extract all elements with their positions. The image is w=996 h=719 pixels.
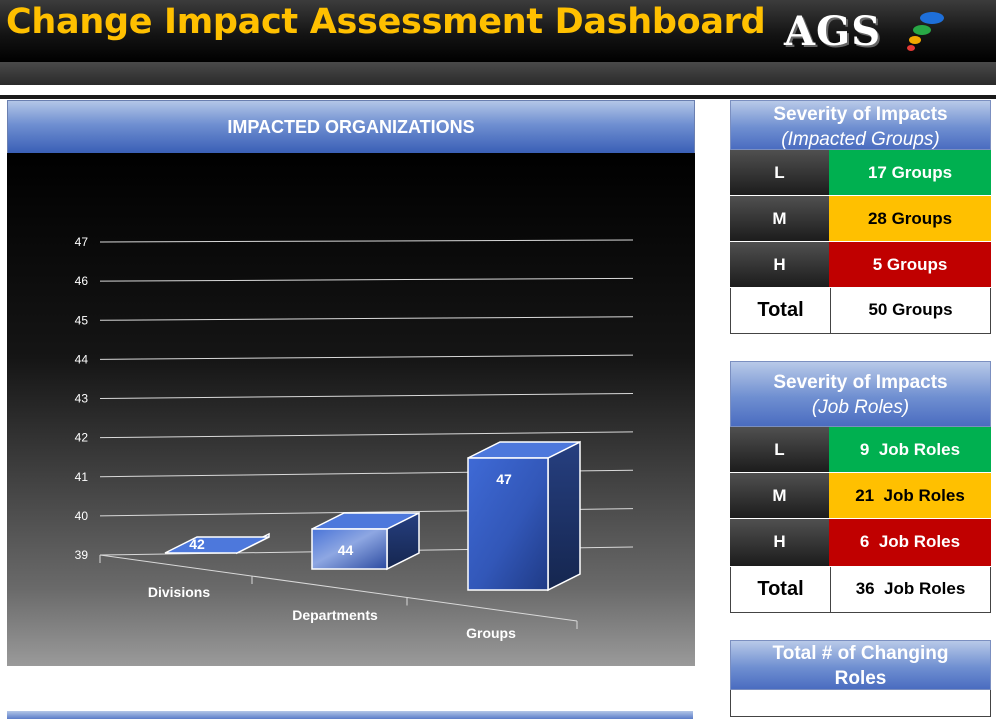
logo-dot-blue: [920, 12, 944, 24]
gridline: [99, 316, 634, 321]
severity-level-label: L: [730, 427, 829, 472]
severity-value: 21 Job Roles: [829, 473, 991, 518]
chart-svg: 39 40 41 42 43 44 45 46 47 42 Divisions 44 Departmen…: [75, 235, 634, 641]
bar: [467, 457, 549, 591]
severity-value: 28 Groups: [829, 196, 991, 241]
x-tick-label: Divisions: [148, 584, 210, 600]
gridline: [99, 393, 634, 399]
y-tick-label: 45: [75, 313, 89, 327]
header-subbar: [0, 62, 996, 85]
x-tick-label: Departments: [292, 607, 378, 623]
total-value: 50 Groups: [868, 300, 953, 319]
severity-level-label: H: [730, 242, 829, 287]
y-tick-label: 41: [75, 470, 89, 484]
y-tick-label: 47: [75, 235, 89, 249]
severity-roles-table: Severity of Impacts (Job Roles) L 9 Job …: [730, 361, 991, 613]
severity-value: 17 Groups: [829, 150, 991, 195]
gridline: [99, 354, 634, 360]
data-label: 42: [189, 536, 205, 552]
header-divider: [0, 95, 996, 99]
chart-panel-title: IMPACTED ORGANIZATIONS: [7, 100, 695, 154]
ags-logo: AGS: [784, 8, 882, 55]
total-value: 36 Job Roles: [855, 579, 966, 598]
ags-logo-icon: [907, 12, 944, 51]
bar: [311, 528, 388, 570]
y-tick-label: 43: [75, 392, 89, 406]
total-label: Total: [731, 567, 831, 612]
severity-total-row: Total 36 Job Roles: [730, 567, 991, 613]
y-tick-label: 44: [75, 352, 89, 366]
severity-value: 9 Job Roles: [829, 427, 991, 472]
data-label: 44: [338, 542, 354, 558]
y-tick-label: 39: [75, 548, 89, 562]
x-tick-label: Groups: [466, 625, 516, 641]
severity-row-medium: M 21 Job Roles: [730, 473, 991, 519]
header-bar: Change Impact Assessment Dashboard AGS: [0, 0, 996, 62]
severity-value: 6 Job Roles: [829, 519, 991, 566]
severity-groups-table: Severity of Impacts (Impacted Groups) L …: [730, 100, 991, 334]
impacted-organizations-chart: 39 40 41 42 43 44 45 46 47 42 Divisions 44 Departmen…: [7, 153, 695, 666]
severity-level-label: L: [730, 150, 829, 195]
page-title: Change Impact Assessment Dashboard: [6, 2, 766, 42]
logo-dot-yellow: [909, 36, 921, 44]
changing-roles-title: Total # of Changing Roles: [772, 643, 949, 689]
next-panel-header: [7, 711, 693, 719]
severity-groups-header: Severity of Impacts (Impacted Groups): [730, 100, 991, 150]
total-label: Total: [731, 288, 831, 333]
y-tick-label: 46: [75, 274, 89, 288]
gridline: [99, 277, 634, 282]
changing-roles-header: Total # of Changing Roles: [730, 640, 991, 690]
y-tick-label: 42: [75, 431, 89, 445]
bar-top: [164, 536, 270, 554]
logo-dot-green: [913, 25, 931, 35]
severity-level-label: H: [730, 519, 829, 566]
severity-level-label: M: [730, 473, 829, 518]
gridline: [99, 431, 634, 439]
severity-roles-title: Severity of Impacts: [773, 372, 948, 393]
gridline: [99, 239, 634, 243]
data-label: 47: [496, 471, 512, 487]
changing-roles-body: [730, 690, 991, 717]
severity-groups-subtitle: (Impacted Groups): [781, 129, 940, 150]
severity-row-medium: M 28 Groups: [730, 196, 991, 242]
severity-row-low: L 17 Groups: [730, 150, 991, 196]
severity-groups-title: Severity of Impacts: [773, 104, 948, 125]
severity-row-low: L 9 Job Roles: [730, 427, 991, 473]
logo-dot-red: [907, 45, 915, 51]
severity-row-high: H 6 Job Roles: [730, 519, 991, 567]
y-tick-label: 40: [75, 509, 89, 523]
x-axis-line: [99, 554, 578, 622]
severity-level-label: M: [730, 196, 829, 241]
bar-side: [547, 440, 581, 592]
severity-roles-subtitle: (Job Roles): [811, 397, 910, 418]
severity-total-row: Total 50 Groups: [730, 288, 991, 334]
severity-value: 5 Groups: [829, 242, 991, 287]
severity-row-high: H 5 Groups: [730, 242, 991, 288]
severity-roles-header: Severity of Impacts (Job Roles): [730, 361, 991, 427]
